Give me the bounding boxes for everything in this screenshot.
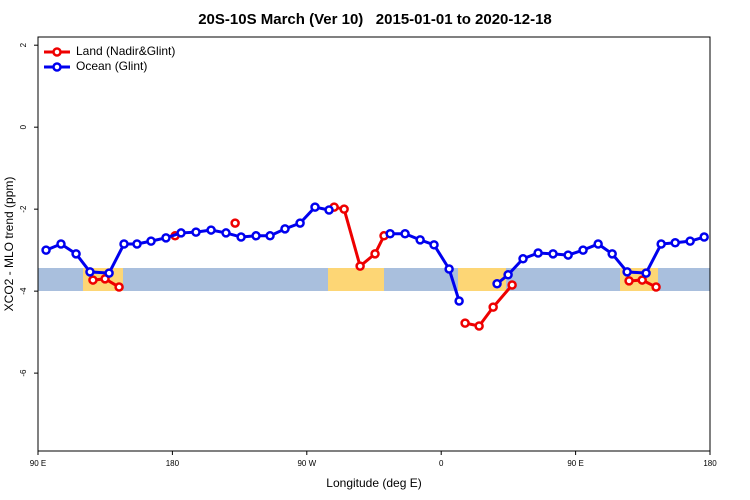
y-tick-label: 2 (19, 42, 28, 47)
data-point (429, 240, 439, 250)
data-point (548, 249, 558, 259)
data-point (637, 275, 647, 285)
data-point (533, 248, 543, 258)
data-point (670, 238, 680, 248)
data-point (415, 235, 425, 245)
x-tick-label: 90 E (30, 459, 46, 468)
legend-label: Ocean (Glint) (76, 59, 147, 73)
data-point (488, 302, 498, 312)
data-point (641, 268, 651, 278)
data-point (221, 228, 231, 238)
data-point (176, 228, 186, 238)
data-point (355, 261, 365, 271)
data-point (507, 280, 517, 290)
data-point (280, 224, 290, 234)
data-point (460, 318, 470, 328)
data-point (624, 276, 634, 286)
x-tick-label: 180 (166, 459, 180, 468)
data-point (563, 250, 573, 260)
data-point (492, 279, 502, 289)
data-point (236, 232, 246, 242)
data-point (324, 205, 334, 215)
data-point (56, 239, 66, 249)
data-point (622, 267, 632, 277)
data-point (518, 254, 528, 264)
data-point (651, 282, 661, 292)
data-point (593, 239, 603, 249)
data-point (119, 239, 129, 249)
y-tick-label: -4 (19, 287, 28, 295)
y-tick-label: -2 (19, 205, 28, 213)
x-tick-label: 90 W (297, 459, 316, 468)
data-point (607, 249, 617, 259)
data-point (71, 249, 81, 259)
plot-frame (37, 36, 711, 452)
data-point (146, 236, 156, 246)
legend-marker (52, 62, 62, 72)
data-point (310, 202, 320, 212)
data-point (191, 227, 201, 237)
land-ocean-strip (38, 268, 710, 291)
data-point (85, 267, 95, 277)
legend-marker (52, 47, 62, 57)
data-point (104, 268, 114, 278)
data-point (685, 236, 695, 246)
data-point (454, 296, 464, 306)
y-tick-label: 0 (19, 124, 28, 129)
x-tick-label: 180 (703, 459, 717, 468)
data-point (161, 233, 171, 243)
data-point (114, 282, 124, 292)
y-tick-label: -6 (19, 369, 28, 377)
data-point (41, 245, 51, 255)
data-point (88, 275, 98, 285)
data-point (385, 229, 395, 239)
data-point (400, 229, 410, 239)
data-point (578, 245, 588, 255)
data-point (656, 239, 666, 249)
chart-title: 20S-10S March (Ver 10) 2015-01-01 to 202… (198, 11, 552, 28)
series-line (464, 284, 514, 328)
data-point (474, 321, 484, 331)
data-point (444, 264, 454, 274)
legend-label: Land (Nadir&Glint) (76, 44, 175, 58)
data-point (132, 239, 142, 249)
data-point (265, 231, 275, 241)
data-point (503, 269, 513, 280)
data-point (699, 232, 709, 242)
y-axis-label: XCO2 - MLO trend (ppm) (2, 177, 16, 312)
data-point (339, 204, 349, 214)
x-axis-label: Longitude (deg E) (326, 476, 421, 490)
x-tick-label: 0 (439, 459, 444, 468)
data-point (370, 249, 380, 259)
series-line (45, 205, 330, 275)
data-point (230, 218, 240, 228)
x-tick-label: 90 E (567, 459, 583, 468)
data-point (295, 218, 305, 228)
data-point (206, 225, 216, 235)
data-point (251, 231, 261, 241)
